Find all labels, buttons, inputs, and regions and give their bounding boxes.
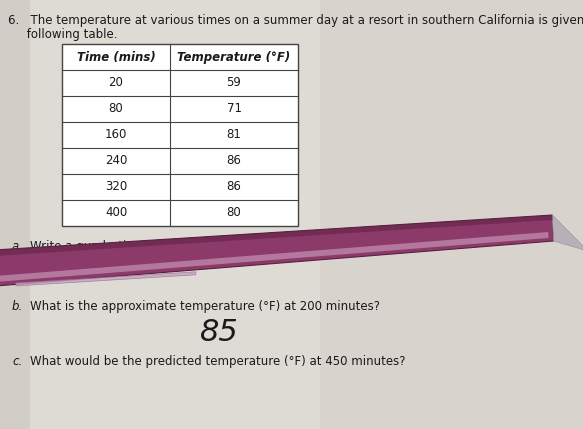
- Text: 86: 86: [227, 154, 241, 167]
- Text: c.: c.: [12, 355, 22, 368]
- Text: Time (mins): Time (mins): [76, 51, 156, 63]
- Text: 80: 80: [227, 206, 241, 220]
- Text: following table.: following table.: [8, 28, 118, 41]
- Text: a.: a.: [12, 240, 23, 253]
- Text: 81: 81: [227, 129, 241, 142]
- Polygon shape: [0, 215, 554, 286]
- Polygon shape: [552, 215, 583, 251]
- Bar: [0, 0, 30, 429]
- Text: 20: 20: [108, 76, 124, 90]
- Polygon shape: [0, 232, 549, 282]
- Text: 6.   The temperature at various times on a summer day at a resort in southern Ca: 6. The temperature at various times on a…: [8, 14, 583, 27]
- Text: 85: 85: [200, 318, 239, 347]
- Bar: [320, 0, 583, 429]
- Text: Write a quadratic model for the table set.: Write a quadratic model for the table se…: [30, 240, 276, 253]
- Text: What is the approximate temperature (°F) at 200 minutes?: What is the approximate temperature (°F)…: [30, 300, 380, 313]
- Text: 240: 240: [105, 154, 127, 167]
- Text: 71: 71: [227, 103, 241, 115]
- Text: 80: 80: [108, 103, 124, 115]
- Text: 160: 160: [105, 129, 127, 142]
- Text: 59: 59: [227, 76, 241, 90]
- Text: b.: b.: [12, 300, 23, 313]
- Text: 320: 320: [105, 181, 127, 193]
- Polygon shape: [0, 215, 553, 256]
- Bar: [62, 44, 298, 226]
- Text: 400: 400: [105, 206, 127, 220]
- Text: Temperature (°F): Temperature (°F): [177, 51, 290, 63]
- Polygon shape: [16, 272, 196, 286]
- Text: 86: 86: [227, 181, 241, 193]
- Text: What would be the predicted temperature (°F) at 450 minutes?: What would be the predicted temperature …: [30, 355, 406, 368]
